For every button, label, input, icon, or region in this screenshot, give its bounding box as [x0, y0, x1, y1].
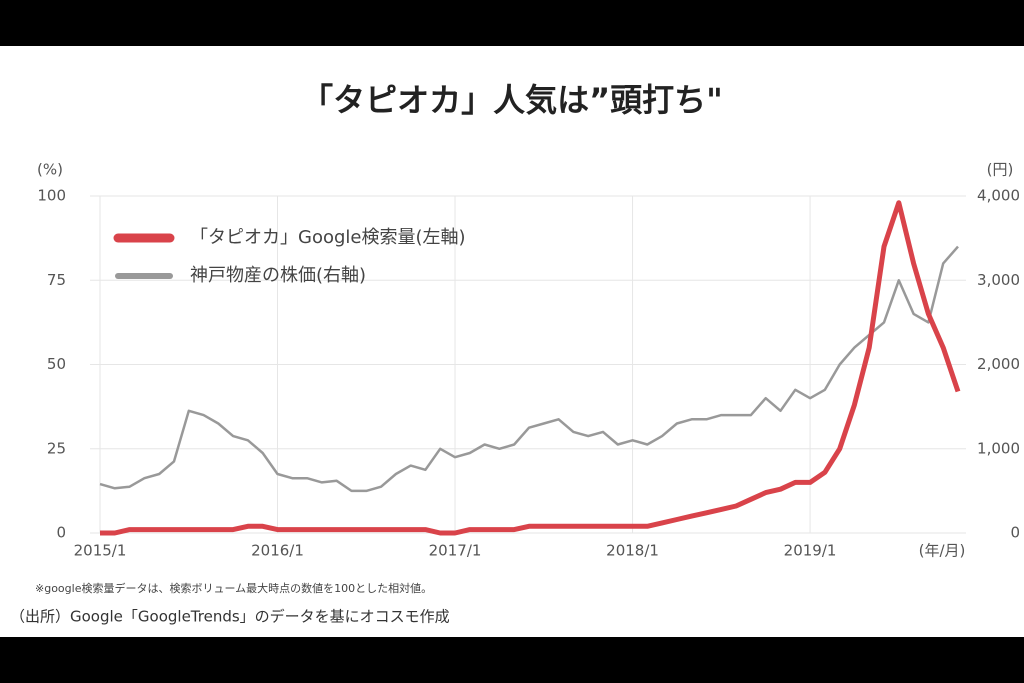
legend-label: 神戸物産の株価(右軸) [190, 265, 366, 286]
legend: 「タピオカ」Google検索量(左軸) 神戸物産の株価(右軸) [113, 227, 466, 286]
x-tick-label: 2018/1 [606, 542, 659, 560]
y-tick-label: 0 [56, 524, 66, 542]
y-tick-label: 25 [47, 439, 66, 457]
chart-title: 「タピオカ」人気は”頭打ち" [301, 81, 723, 119]
y-axis-unit: (%) [37, 161, 63, 179]
x-tick-label: 2019/1 [784, 542, 837, 560]
x-tick-label: 2017/1 [429, 542, 482, 560]
x-tick-label: 2015/1 [74, 542, 127, 560]
source: （出所）Google「GoogleTrends」のデータを基にオコスモ作成 [10, 608, 450, 626]
y2-axis-unit: (円) [987, 161, 1014, 179]
top-bar [0, 0, 1024, 46]
y-tick-label: 100 [37, 187, 66, 205]
x-axis-unit: (年/月) [919, 542, 966, 560]
plot [99, 200, 961, 536]
note: ※google検索量データは、検索ボリューム最大時点の数値を100とした相対値。 [35, 581, 432, 595]
y2-tick-label: 3,000 [977, 271, 1020, 289]
series-line [99, 245, 959, 493]
y-tick-label: 75 [47, 271, 66, 289]
y2-tick-label: 1,000 [977, 439, 1020, 457]
y-tick-label: 50 [47, 355, 66, 373]
x-tick-label: 2016/1 [251, 542, 304, 560]
series-line [100, 200, 961, 536]
grid: 0 25 50 75 100 0 1,000 2,000 3,000 4,000 2015/1 201… [37, 187, 1020, 560]
y2-tick-label: 2,000 [977, 355, 1020, 373]
y2-tick-label: 4,000 [977, 187, 1020, 205]
y2-tick-label: 0 [1010, 524, 1020, 542]
legend-label: 「タピオカ」Google検索量(左軸) [190, 227, 466, 248]
bottom-bar [0, 637, 1024, 683]
